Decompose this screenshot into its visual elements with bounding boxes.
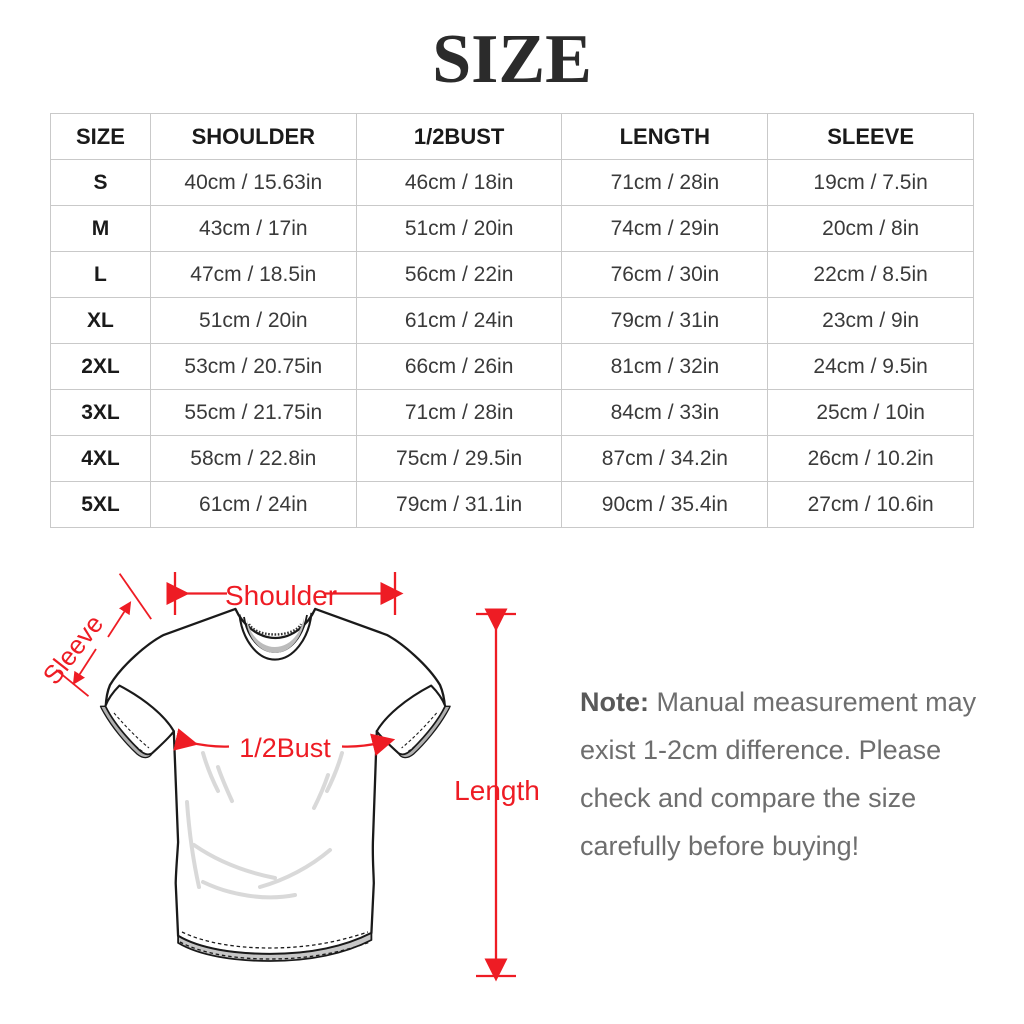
svg-text:Sleeve: Sleeve: [37, 609, 110, 690]
svg-text:Length: Length: [454, 775, 540, 806]
svg-text:1/2Bust: 1/2Bust: [239, 733, 331, 763]
svg-text:Shoulder: Shoulder: [225, 580, 337, 611]
